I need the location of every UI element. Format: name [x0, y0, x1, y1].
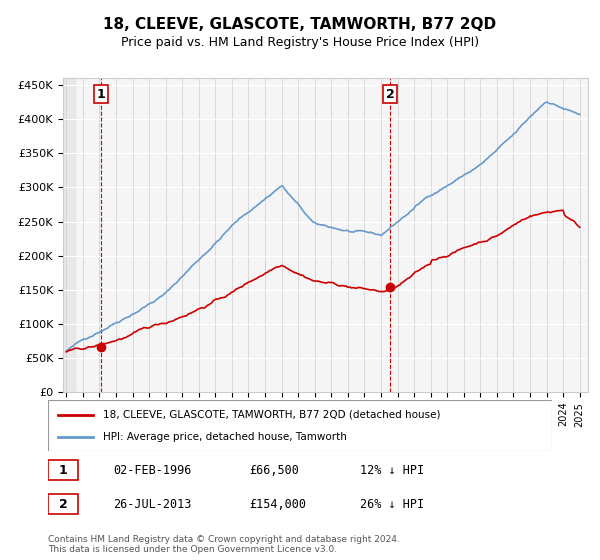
Text: HPI: Average price, detached house, Tamworth: HPI: Average price, detached house, Tamw… [103, 432, 347, 442]
Text: 1: 1 [59, 464, 67, 477]
Text: Price paid vs. HM Land Registry's House Price Index (HPI): Price paid vs. HM Land Registry's House … [121, 36, 479, 49]
Text: 1: 1 [97, 88, 106, 101]
FancyBboxPatch shape [48, 494, 78, 514]
Text: Contains HM Land Registry data © Crown copyright and database right 2024.
This d: Contains HM Land Registry data © Crown c… [48, 535, 400, 554]
Text: 18, CLEEVE, GLASCOTE, TAMWORTH, B77 2QD (detached house): 18, CLEEVE, GLASCOTE, TAMWORTH, B77 2QD … [103, 409, 441, 419]
Text: 12% ↓ HPI: 12% ↓ HPI [361, 464, 425, 477]
Text: 26% ↓ HPI: 26% ↓ HPI [361, 497, 425, 511]
Text: 2: 2 [386, 88, 395, 101]
Text: 26-JUL-2013: 26-JUL-2013 [113, 497, 192, 511]
Text: 02-FEB-1996: 02-FEB-1996 [113, 464, 192, 477]
Text: £154,000: £154,000 [250, 497, 307, 511]
FancyBboxPatch shape [48, 460, 78, 480]
Bar [63, 78, 74, 392]
Text: 18, CLEEVE, GLASCOTE, TAMWORTH, B77 2QD: 18, CLEEVE, GLASCOTE, TAMWORTH, B77 2QD [103, 17, 497, 32]
FancyBboxPatch shape [48, 400, 552, 451]
Text: £66,500: £66,500 [250, 464, 299, 477]
Text: 2: 2 [59, 497, 67, 511]
